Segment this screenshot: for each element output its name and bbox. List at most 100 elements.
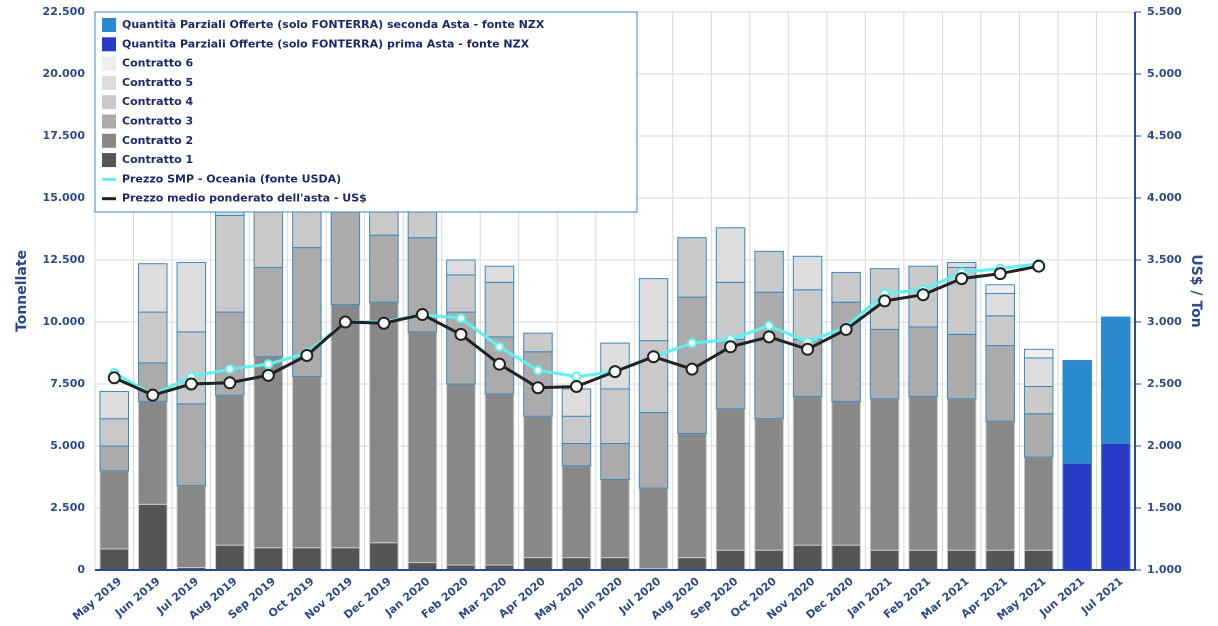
bar-segment: [869, 549, 900, 571]
bar-segment: [561, 465, 592, 559]
legend-label: Prezzo SMP - Oceania (fonte USDA): [122, 172, 341, 185]
bar-segment: [99, 548, 130, 571]
y-tick-label: 12.500: [43, 253, 86, 266]
bar-segment: [176, 261, 207, 333]
bar-segment: [600, 557, 630, 571]
bar-segment: [253, 266, 284, 358]
legend-label: Prezzo medio ponderato dell'asta - US$: [122, 192, 367, 205]
legend-label: Contratto 4: [122, 95, 193, 108]
bar-segment: [99, 418, 130, 447]
bar-segment: [369, 301, 399, 544]
y-tick-label: 20.000: [43, 67, 86, 80]
line-marker: [494, 341, 505, 352]
bar-segment: [292, 547, 322, 571]
legend-label: Quantita Parziali Offerte (solo FONTERRA…: [122, 37, 530, 50]
bar-segment: [523, 332, 553, 353]
bar-segment: [369, 234, 399, 303]
bar-segment: [138, 400, 168, 505]
y-tick-label: 0: [77, 563, 85, 576]
line-marker: [916, 288, 930, 302]
bar-segment: [446, 259, 476, 276]
line-marker: [685, 362, 699, 376]
bar-segment: [138, 311, 168, 364]
line-marker: [571, 371, 582, 382]
bar-segment: [908, 549, 938, 571]
y2-tick-label: 5.000: [1147, 67, 1182, 80]
line-marker: [223, 376, 237, 390]
bar-segment: [985, 345, 1015, 422]
bar-segment: [1023, 348, 1054, 359]
bar-segment: [638, 487, 669, 570]
bar-segment: [792, 255, 823, 291]
y-tick-label: 15.000: [43, 191, 86, 204]
bar-segment: [677, 237, 707, 298]
bar-segment: [561, 415, 592, 445]
y2-tick-label: 5.500: [1147, 5, 1182, 18]
bar-segment: [985, 292, 1015, 317]
y2-axis-title: US$ / Ton: [1188, 254, 1204, 327]
y-tick-label: 5.000: [50, 439, 85, 452]
bar-segment: [946, 549, 977, 571]
bar-segment: [176, 331, 207, 405]
legend-swatch: [102, 37, 116, 52]
bar-segment: [523, 557, 553, 571]
y-tick-label: 10.000: [43, 315, 86, 328]
bar-segment: [908, 326, 938, 397]
line-marker: [687, 338, 698, 349]
bar-segment: [330, 304, 361, 549]
legend-swatch: [102, 95, 116, 110]
bar-segment: [754, 418, 784, 551]
legend-label: Contratto 5: [122, 76, 193, 89]
line-marker: [532, 365, 543, 376]
line-marker: [531, 381, 545, 395]
bar-segment: [638, 278, 669, 342]
bar-segment: [792, 544, 823, 571]
bar-segment: [831, 400, 861, 546]
bar-segment: [985, 420, 1015, 551]
y2-tick-label: 3.000: [1147, 315, 1182, 328]
legend-swatch: [102, 18, 116, 32]
bar-segment: [215, 394, 245, 546]
bar-segment: [446, 274, 476, 313]
bar-segment: [523, 415, 553, 559]
bar-segment: [215, 544, 245, 571]
bar-segment: [715, 281, 746, 340]
bar-segment: [330, 547, 361, 571]
line-marker: [878, 294, 892, 308]
bar-segment: [754, 291, 784, 420]
bar-segment: [985, 315, 1015, 347]
bar-segment: [946, 261, 977, 268]
bar-segment: [1023, 413, 1054, 458]
bar-segment: [792, 395, 823, 546]
bar-segment: [138, 263, 168, 313]
bar-segment: [407, 331, 438, 564]
y-tick-label: 17.500: [43, 129, 86, 142]
legend-box: [94, 11, 638, 213]
legend-swatch: [102, 56, 116, 71]
bar-segment: [946, 333, 977, 400]
line-marker: [263, 359, 274, 370]
line-marker: [569, 379, 583, 393]
bar-segment: [561, 557, 592, 571]
bar-segment: [176, 403, 207, 487]
y2-tick-label: 1.000: [1147, 563, 1182, 576]
line-marker: [184, 377, 198, 391]
bar-segment: [715, 227, 746, 283]
bar-segment: [600, 443, 630, 480]
bar-segment: [908, 395, 938, 551]
bar-segment: [715, 549, 746, 571]
bar-segment: [253, 356, 284, 549]
legend-label: Contratto 3: [122, 115, 193, 128]
line-marker: [107, 371, 121, 385]
line-marker: [993, 267, 1007, 281]
bar-segment: [869, 328, 900, 400]
bar-segment: [831, 271, 861, 303]
bar-segment: [677, 557, 707, 571]
y2-tick-label: 1.500: [1147, 501, 1182, 514]
bar-segment: [946, 398, 977, 551]
y-tick-label: 7.500: [50, 377, 85, 390]
bar-segment: [561, 388, 592, 417]
bar-segment: [1100, 443, 1131, 571]
bar-segment: [1100, 316, 1131, 445]
